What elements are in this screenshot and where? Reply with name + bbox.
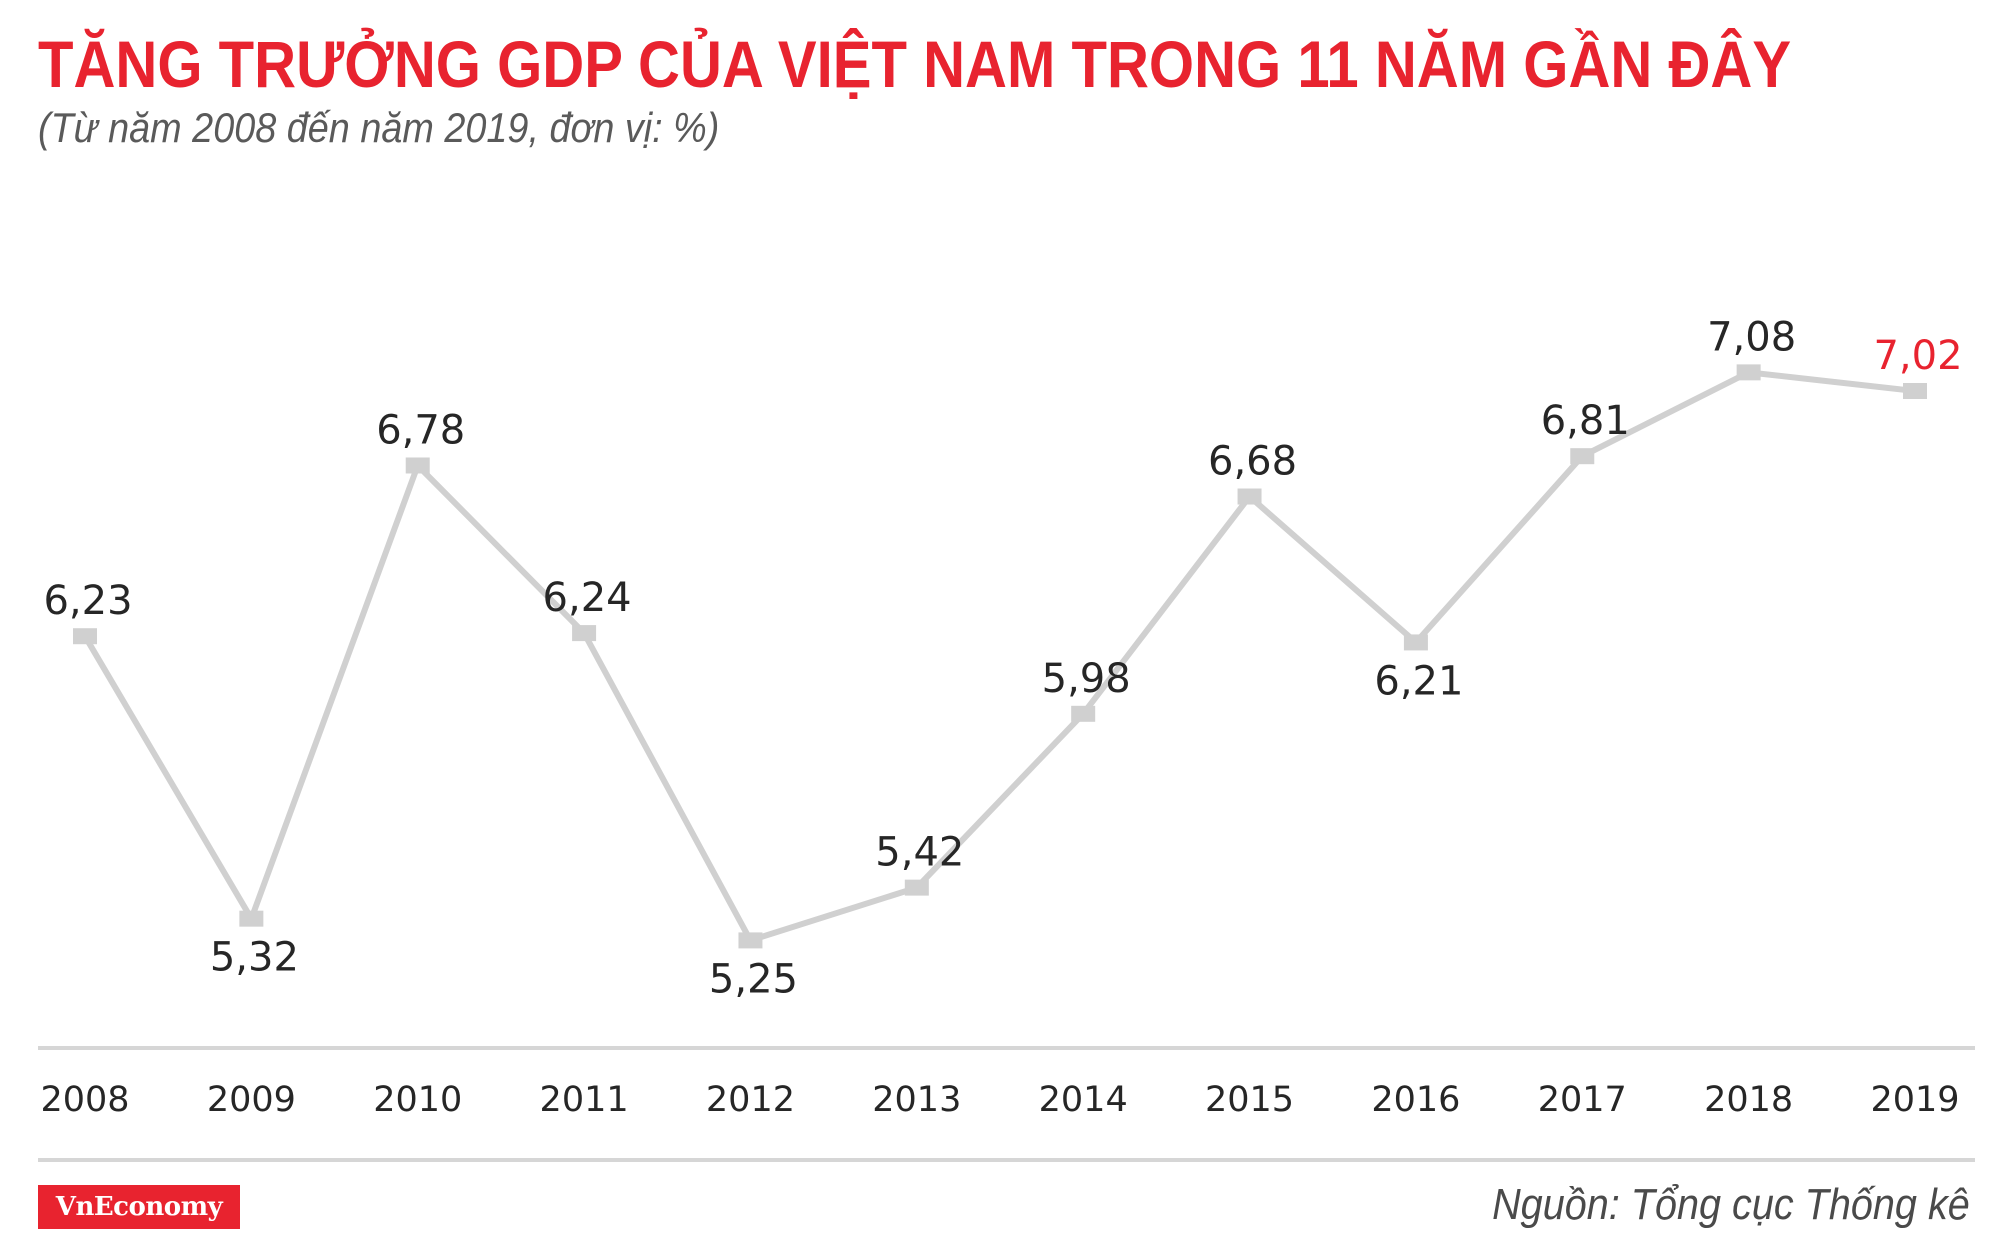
chart-title: TĂNG TRƯỞNG GDP CỦA VIỆT NAM TRONG 11 NĂ…	[38, 27, 1792, 101]
x-tick-label-2014: 2014	[1039, 1080, 1128, 1120]
data-point-2016	[1403, 634, 1428, 651]
x-tick-label-2019: 2019	[1870, 1080, 1959, 1120]
data-point-2011	[572, 625, 597, 642]
data-point-2010	[405, 457, 430, 474]
vneconomy-logo: VnEconomy	[38, 1185, 240, 1229]
series-group: 6,23 5,32 6,78 6,24 5,25 5,42 5,98 6,68 6,21 6,81…	[43, 314, 1962, 1002]
x-tick-label-2012: 2012	[706, 1080, 795, 1120]
value-label-2008: 6,23	[43, 578, 132, 624]
chart-subtitle: (Từ năm 2008 đến năm 2019, đơn vị: %)	[38, 104, 720, 151]
x-tick-label-2017: 2017	[1538, 1080, 1627, 1120]
data-point-2014	[1071, 705, 1096, 722]
data-point-2017	[1570, 448, 1595, 465]
data-point-2012	[738, 932, 763, 949]
value-label-2017: 6,81	[1541, 398, 1630, 444]
source-note: Nguồn: Tổng cục Thống kê	[1492, 1180, 1970, 1229]
value-label-2011: 6,24	[543, 575, 632, 621]
value-label-2019: 7,02	[1873, 333, 1962, 379]
series-line	[82, 369, 1916, 944]
value-label-2015: 6,68	[1208, 439, 1297, 485]
x-tick-labels: 2008 2009 2010 2011 2012 2013 2014 2015 2016 2017…	[40, 1080, 1959, 1120]
value-label-2014: 5,98	[1042, 656, 1131, 702]
value-label-2009: 5,32	[210, 935, 299, 981]
x-tick-label-2010: 2010	[373, 1080, 462, 1120]
data-point-2015	[1237, 488, 1262, 505]
data-point-2008	[73, 628, 97, 645]
x-tick-label-2008: 2008	[40, 1080, 129, 1120]
x-tick-label-2015: 2015	[1205, 1080, 1294, 1120]
value-label-2012: 5,25	[709, 956, 798, 1002]
x-tick-label-2018: 2018	[1704, 1080, 1793, 1120]
x-tick-label-2013: 2013	[872, 1080, 961, 1120]
data-point-2013	[904, 879, 929, 896]
data-point-2009	[239, 910, 264, 927]
data-point-2018	[1736, 364, 1761, 381]
x-tick-label-2011: 2011	[540, 1080, 629, 1120]
x-tick-label-2016: 2016	[1371, 1080, 1460, 1120]
x-tick-label-2009: 2009	[207, 1080, 296, 1120]
value-label-2010: 6,78	[376, 407, 465, 453]
value-label-2016: 6,21	[1374, 658, 1463, 704]
value-label-2018: 7,08	[1707, 314, 1796, 360]
data-point-2019	[1903, 382, 1927, 399]
value-label-2013: 5,42	[875, 830, 964, 876]
